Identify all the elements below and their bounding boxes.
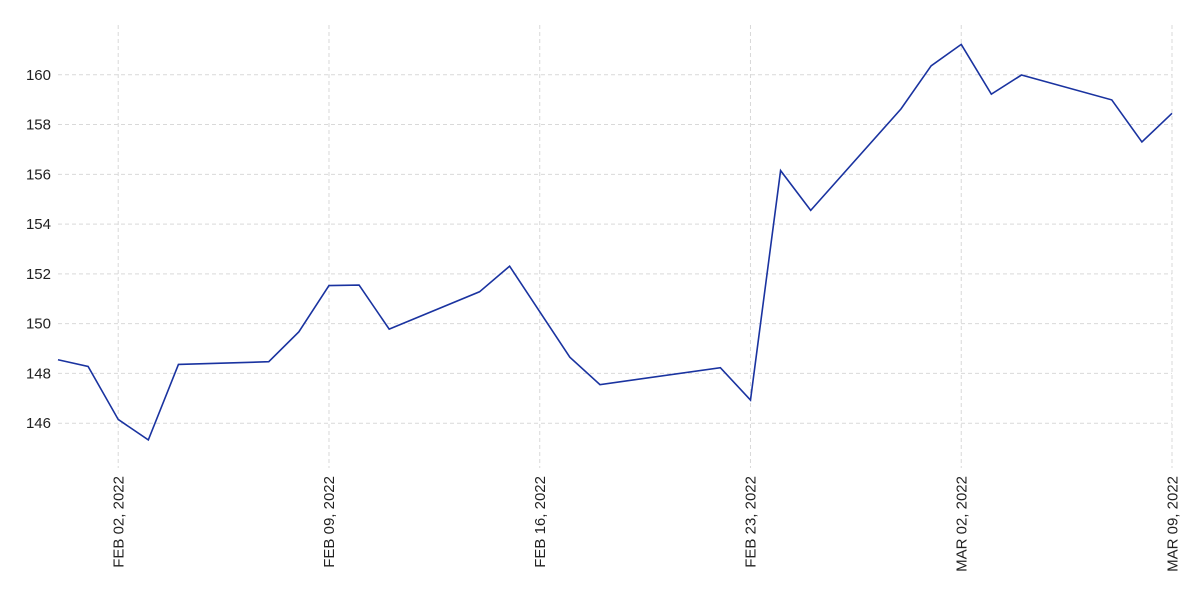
x-tick-label: FEB 23, 2022 bbox=[743, 476, 760, 568]
y-tick-label: 152 bbox=[26, 266, 51, 283]
vertical-gridlines bbox=[117, 25, 1173, 468]
y-tick-label: 160 bbox=[26, 67, 51, 84]
x-tick-label: FEB 16, 2022 bbox=[532, 476, 549, 568]
x-tick-label: FEB 02, 2022 bbox=[110, 476, 127, 568]
y-tick-label: 150 bbox=[26, 316, 51, 333]
y-axis-tick-labels: 146 148 150 152 154 156 158 160 bbox=[26, 67, 51, 432]
x-tick-label: MAR 09, 2022 bbox=[1164, 476, 1181, 572]
series-line bbox=[57, 43, 1173, 442]
horizontal-gridlines bbox=[58, 74, 1172, 424]
y-tick-label: 148 bbox=[26, 365, 51, 382]
y-tick-label: 156 bbox=[26, 166, 51, 183]
y-tick-label: 154 bbox=[26, 216, 51, 233]
x-tick-label: FEB 09, 2022 bbox=[321, 476, 338, 568]
x-tick-label: MAR 02, 2022 bbox=[953, 476, 970, 572]
x-axis-tick-labels: FEB 02, 2022 FEB 09, 2022 FEB 16, 2022 FEB … bbox=[110, 476, 1181, 572]
y-tick-label: 158 bbox=[26, 117, 51, 134]
series-group bbox=[57, 43, 1173, 442]
y-tick-label: 146 bbox=[26, 415, 51, 432]
